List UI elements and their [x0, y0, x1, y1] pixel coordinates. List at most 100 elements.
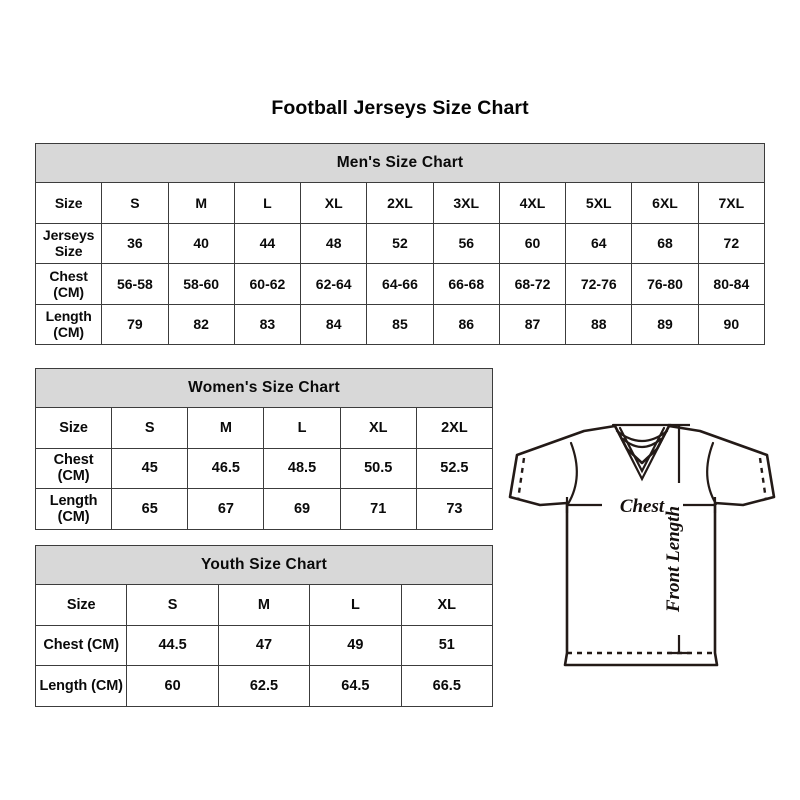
mens-size-chart-table: Men's Size Chart Size S M L XL 2XL 3XL 4… [34, 143, 766, 345]
womens-cell-length-2xl: 73 [415, 488, 494, 530]
mens-cell-jerseys-size-xl: 48 [300, 222, 368, 264]
womens-table-title: Women's Size Chart [35, 368, 493, 408]
vneck-collar-outer-icon [613, 424, 671, 482]
table-row: Jerseys Size 36 40 44 48 52 56 60 64 68 … [34, 222, 766, 264]
womens-header-cell-m: M [187, 407, 265, 449]
right-armhole-seam-icon [706, 441, 718, 506]
womens-cell-chest-l: 48.5 [263, 447, 341, 489]
mens-cell-jerseys-size-3xl: 56 [432, 222, 500, 264]
mens-cell-chest-xl: 62-64 [300, 263, 368, 305]
womens-header-cell-size: Size [34, 407, 113, 449]
collar-rib-curve-2-icon [621, 437, 663, 449]
womens-row-label-chest: Chest (CM) [34, 447, 113, 489]
youth-table-title: Youth Size Chart [35, 545, 493, 585]
womens-header-cell-s: S [111, 407, 189, 449]
youth-cell-length-m: 62.5 [217, 665, 311, 707]
mens-cell-jerseys-size-m: 40 [167, 222, 235, 264]
chest-label: Chest [620, 496, 665, 517]
youth-header-cell-size: Size [34, 584, 128, 626]
mens-row-label-chest: Chest (CM) [34, 263, 103, 305]
mens-cell-chest-7xl: 80-84 [697, 263, 766, 305]
mens-cell-chest-6xl: 76-80 [631, 263, 699, 305]
womens-size-chart-table: Women's Size Chart Size S M L XL 2XL Che… [34, 368, 494, 530]
table-row: Chest (CM) 56-58 58-60 60-62 62-64 64-66… [34, 263, 766, 305]
mens-cell-length-4xl: 87 [498, 303, 567, 345]
table-row: Chest (CM) 45 46.5 48.5 50.5 52.5 [34, 447, 494, 489]
youth-table-title-row: Youth Size Chart [35, 545, 493, 585]
mens-cell-chest-2xl: 64-66 [366, 263, 434, 305]
shirt-outline-icon [508, 424, 776, 667]
mens-header-cell-size: Size [34, 182, 103, 224]
collar-rib-curve-1-icon [615, 429, 669, 443]
mens-cell-length-3xl: 86 [432, 303, 500, 345]
mens-cell-jerseys-size-5xl: 64 [565, 222, 633, 264]
youth-header-cell-s: S [126, 584, 219, 626]
mens-header-row: Size S M L XL 2XL 3XL 4XL 5XL 6XL 7XL [34, 182, 766, 224]
mens-header-cell-xl: XL [300, 182, 368, 224]
mens-cell-jerseys-size-7xl: 72 [697, 222, 766, 264]
left-armhole-seam-icon [566, 441, 578, 506]
mens-table-title: Men's Size Chart [35, 143, 765, 183]
womens-table-title-row: Women's Size Chart [35, 368, 493, 408]
mens-cell-chest-4xl: 68-72 [498, 263, 567, 305]
mens-cell-length-s: 79 [101, 303, 169, 345]
mens-row-label-jerseys-size: Jerseys Size [34, 222, 103, 264]
mens-cell-length-5xl: 88 [565, 303, 633, 345]
mens-header-cell-5xl: 5XL [565, 182, 633, 224]
mens-cell-chest-5xl: 72-76 [565, 263, 633, 305]
mens-cell-length-l: 83 [233, 303, 302, 345]
womens-cell-length-m: 67 [187, 488, 265, 530]
youth-row-label-chest: Chest (CM) [34, 624, 128, 666]
youth-header-cell-m: M [217, 584, 311, 626]
mens-cell-length-7xl: 90 [697, 303, 766, 345]
mens-header-cell-7xl: 7XL [697, 182, 766, 224]
womens-header-cell-xl: XL [339, 407, 417, 449]
mens-cell-length-2xl: 85 [366, 303, 434, 345]
mens-cell-jerseys-size-l: 44 [233, 222, 302, 264]
womens-header-cell-l: L [263, 407, 341, 449]
youth-cell-length-s: 60 [126, 665, 219, 707]
front-length-label: Front Length [663, 506, 684, 613]
mens-cell-chest-m: 58-60 [167, 263, 235, 305]
mens-header-cell-4xl: 4XL [498, 182, 567, 224]
womens-row-label-length: Length (CM) [34, 488, 113, 530]
mens-header-cell-6xl: 6XL [631, 182, 699, 224]
mens-header-cell-m: M [167, 182, 235, 224]
mens-cell-jerseys-size-4xl: 60 [498, 222, 567, 264]
womens-cell-chest-m: 46.5 [187, 447, 265, 489]
youth-cell-chest-l: 49 [309, 624, 402, 666]
youth-cell-length-xl: 66.5 [400, 665, 494, 707]
mens-cell-jerseys-size-s: 36 [101, 222, 169, 264]
mens-cell-length-m: 82 [167, 303, 235, 345]
womens-header-cell-2xl: 2XL [415, 407, 494, 449]
table-row: Length (CM) 79 82 83 84 85 86 87 88 89 9… [34, 303, 766, 345]
mens-cell-jerseys-size-6xl: 68 [631, 222, 699, 264]
mens-cell-chest-3xl: 66-68 [432, 263, 500, 305]
youth-cell-chest-xl: 51 [400, 624, 494, 666]
mens-header-cell-l: L [233, 182, 302, 224]
mens-cell-chest-s: 56-58 [101, 263, 169, 305]
womens-cell-chest-s: 45 [111, 447, 189, 489]
mens-cell-length-6xl: 89 [631, 303, 699, 345]
table-row: Length (CM) 60 62.5 64.5 66.5 [34, 665, 494, 707]
youth-header-cell-l: L [309, 584, 402, 626]
youth-size-chart-table: Youth Size Chart Size S M L XL Chest (CM… [34, 545, 494, 707]
youth-header-row: Size S M L XL [34, 584, 494, 626]
womens-cell-length-s: 65 [111, 488, 189, 530]
womens-cell-length-l: 69 [263, 488, 341, 530]
youth-row-label-length: Length (CM) [34, 665, 128, 707]
page-title: Football Jerseys Size Chart [271, 97, 529, 119]
mens-header-cell-3xl: 3XL [432, 182, 500, 224]
mens-table-title-row: Men's Size Chart [35, 143, 765, 183]
womens-cell-chest-2xl: 52.5 [415, 447, 494, 489]
youth-cell-chest-m: 47 [217, 624, 311, 666]
mens-cell-jerseys-size-2xl: 52 [366, 222, 434, 264]
womens-cell-chest-xl: 50.5 [339, 447, 417, 489]
womens-header-row: Size S M L XL 2XL [34, 407, 494, 449]
mens-row-label-length: Length (CM) [34, 303, 103, 345]
table-row: Chest (CM) 44.5 47 49 51 [34, 624, 494, 666]
jersey-measurement-diagram: Chest Front Length [505, 405, 780, 690]
mens-cell-chest-l: 60-62 [233, 263, 302, 305]
mens-header-cell-2xl: 2XL [366, 182, 434, 224]
youth-cell-chest-s: 44.5 [126, 624, 219, 666]
